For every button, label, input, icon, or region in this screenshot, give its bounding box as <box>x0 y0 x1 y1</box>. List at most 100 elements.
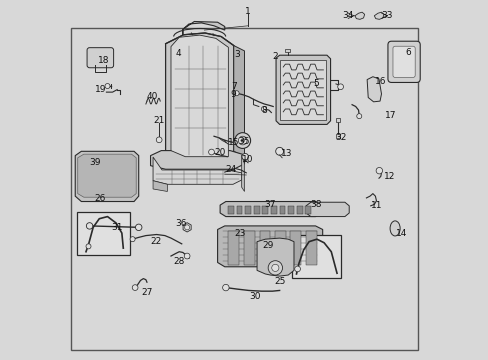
Text: 19: 19 <box>95 85 106 94</box>
Bar <box>236 206 242 215</box>
Circle shape <box>267 261 282 275</box>
Text: 1: 1 <box>244 7 250 16</box>
Text: 23: 23 <box>234 229 245 238</box>
Polygon shape <box>257 238 293 276</box>
Circle shape <box>156 137 162 143</box>
Polygon shape <box>366 77 381 102</box>
Polygon shape <box>280 60 325 120</box>
Bar <box>228 206 234 215</box>
Text: 39: 39 <box>89 158 100 167</box>
Text: 25: 25 <box>274 276 285 285</box>
Polygon shape <box>217 226 322 267</box>
Polygon shape <box>276 55 330 125</box>
Text: 35: 35 <box>238 137 249 146</box>
Bar <box>305 206 310 215</box>
Circle shape <box>238 136 246 145</box>
Text: 17: 17 <box>384 111 396 120</box>
Bar <box>335 118 339 122</box>
Text: 21: 21 <box>153 116 164 125</box>
Circle shape <box>275 147 283 155</box>
Text: 9: 9 <box>230 90 236 99</box>
Bar <box>305 231 316 265</box>
Bar <box>285 49 289 51</box>
Text: 32: 32 <box>334 133 346 142</box>
Circle shape <box>86 244 91 249</box>
Text: 15: 15 <box>227 138 239 147</box>
Bar <box>290 231 301 265</box>
Circle shape <box>241 139 244 142</box>
Text: 27: 27 <box>141 288 152 297</box>
Circle shape <box>375 167 382 174</box>
Polygon shape <box>150 150 244 169</box>
Circle shape <box>208 149 214 155</box>
Polygon shape <box>241 155 244 192</box>
Text: 4: 4 <box>175 49 181 58</box>
Text: 10: 10 <box>242 155 253 164</box>
Polygon shape <box>153 181 167 192</box>
Text: 34: 34 <box>342 10 353 19</box>
Circle shape <box>135 224 142 230</box>
Text: 26: 26 <box>95 194 106 203</box>
Polygon shape <box>78 154 136 197</box>
Polygon shape <box>373 12 383 19</box>
Bar <box>228 231 239 265</box>
Circle shape <box>271 264 278 271</box>
Circle shape <box>105 84 110 89</box>
Bar <box>335 134 339 138</box>
Text: 30: 30 <box>248 292 260 301</box>
Bar <box>296 206 302 215</box>
Polygon shape <box>233 45 244 157</box>
Bar <box>244 206 250 215</box>
Bar <box>287 206 293 215</box>
Polygon shape <box>165 33 233 158</box>
Circle shape <box>234 133 250 148</box>
Text: 11: 11 <box>371 201 382 210</box>
Ellipse shape <box>389 221 399 236</box>
Circle shape <box>242 153 248 160</box>
Text: 24: 24 <box>225 166 236 175</box>
Text: 12: 12 <box>383 172 395 181</box>
Text: 33: 33 <box>381 10 392 19</box>
Polygon shape <box>183 22 224 35</box>
Polygon shape <box>305 202 348 217</box>
Polygon shape <box>75 151 139 202</box>
Circle shape <box>132 285 138 291</box>
Text: 40: 40 <box>146 92 157 101</box>
Bar <box>244 231 254 265</box>
FancyBboxPatch shape <box>387 41 419 82</box>
Text: 14: 14 <box>395 229 407 238</box>
Text: 22: 22 <box>150 237 161 246</box>
Text: 28: 28 <box>173 257 184 266</box>
FancyBboxPatch shape <box>70 28 418 350</box>
Text: 20: 20 <box>214 148 225 157</box>
Polygon shape <box>171 35 228 157</box>
Text: 37: 37 <box>264 200 275 209</box>
FancyBboxPatch shape <box>77 212 129 255</box>
FancyBboxPatch shape <box>291 235 341 278</box>
Text: 36: 36 <box>175 219 186 228</box>
Bar <box>270 206 276 215</box>
Polygon shape <box>153 157 241 184</box>
Circle shape <box>184 225 189 230</box>
Text: 31: 31 <box>111 223 122 232</box>
Circle shape <box>294 266 300 272</box>
Text: 16: 16 <box>374 77 386 86</box>
FancyBboxPatch shape <box>87 48 113 68</box>
Bar <box>259 231 270 265</box>
Circle shape <box>130 237 135 242</box>
Circle shape <box>222 284 228 291</box>
Text: 13: 13 <box>281 149 292 158</box>
Text: 29: 29 <box>262 241 273 250</box>
Text: 7: 7 <box>230 82 236 91</box>
Bar <box>274 231 285 265</box>
Circle shape <box>184 253 190 259</box>
FancyBboxPatch shape <box>392 46 414 77</box>
Circle shape <box>356 114 361 119</box>
Bar <box>253 206 259 215</box>
Polygon shape <box>354 12 364 19</box>
Bar <box>279 206 285 215</box>
Text: 8: 8 <box>261 106 266 115</box>
Text: 38: 38 <box>310 200 321 209</box>
Bar <box>262 206 267 215</box>
Text: 2: 2 <box>272 52 277 61</box>
